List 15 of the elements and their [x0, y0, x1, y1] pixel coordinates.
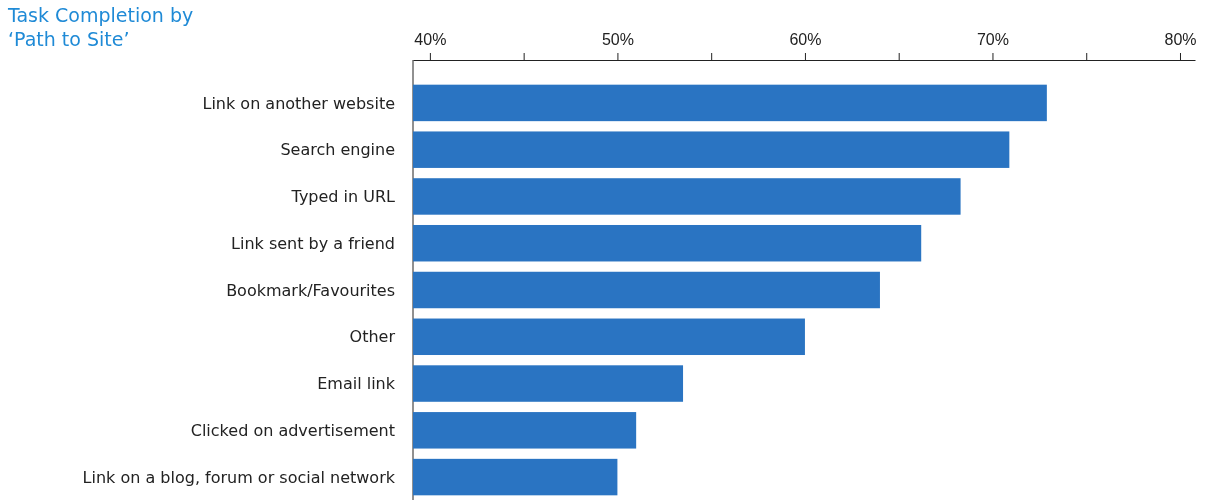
y-tick-label: Link on another website — [202, 93, 395, 113]
x-tick-label: 50% — [601, 31, 634, 49]
x-tick-label: 80% — [1164, 31, 1197, 49]
y-tick-label: Search engine — [280, 140, 395, 160]
x-tick-label: 70% — [976, 31, 1009, 49]
y-tick-label: Bookmark/Favourites — [226, 280, 395, 300]
x-tick-label: 40% — [414, 31, 447, 49]
y-tick-label: Link on a blog, forum or social network — [82, 467, 396, 487]
y-tick-label: Other — [349, 327, 396, 347]
y-tick-label: Email link — [317, 374, 396, 394]
y-tick-label: Link sent by a friend — [231, 233, 395, 253]
y-tick-label: Clicked on advertisement — [190, 420, 395, 440]
y-tick-label: Typed in URL — [290, 187, 396, 207]
text: Task Completion by ‘Path to Site’ — [7, 4, 194, 50]
x-tick-label: 60% — [789, 31, 822, 49]
